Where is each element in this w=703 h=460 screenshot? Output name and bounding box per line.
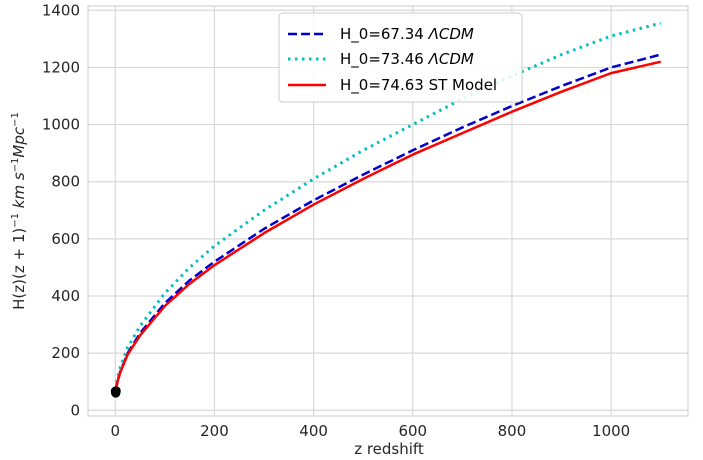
y-tick-label: 1400 [42, 1, 80, 19]
x-ticks: 0 200 400 600 800 1000 [110, 422, 630, 440]
x-tick-label: 800 [498, 422, 527, 440]
y-tick-label: 1000 [42, 116, 80, 134]
x-tick-label: 600 [398, 422, 427, 440]
series-line-2 [114, 60, 662, 393]
series-group [113, 21, 662, 393]
x-tick-label: 0 [110, 422, 120, 440]
y-tick-label: 800 [51, 173, 80, 191]
y-tick-label: 1200 [42, 58, 80, 76]
data-point [111, 386, 121, 396]
legend-label-1: H_0=73.46 ΛCDM [340, 50, 474, 69]
legend-box [278, 12, 523, 103]
x-tick-label: 1000 [592, 422, 630, 440]
legend-label-2: H_0=74.63 ST Model [340, 76, 497, 95]
data-points [110, 386, 121, 398]
plot-frame [87, 5, 689, 417]
y-ticks: 0 200 400 600 800 1000 1200 1400 [42, 1, 80, 419]
y-axis-label: H(z)(z + 1)−1 km s−1Mpc−1 [10, 112, 28, 310]
y-tick-label: 0 [70, 401, 80, 419]
y-tick-label: 600 [51, 230, 80, 248]
series-line-1 [113, 21, 662, 390]
x-tick-label: 400 [299, 422, 328, 440]
legend-label-0: H_0=67.34 ΛCDM [340, 25, 474, 44]
x-tick-label: 200 [200, 422, 229, 440]
y-tick-label: 400 [51, 287, 80, 305]
y-tick-label: 200 [51, 344, 80, 362]
x-axis-label: z redshift [354, 440, 424, 458]
legend: H_0=67.34 ΛCDM H_0=73.46 ΛCDM H_0=74.63 … [278, 12, 523, 103]
